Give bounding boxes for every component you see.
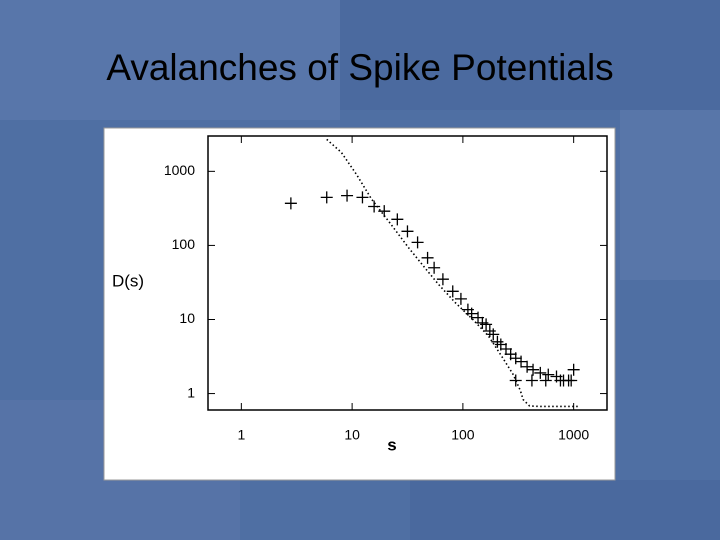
cross-marker — [428, 261, 441, 274]
x-tick-label: 100 — [451, 427, 475, 443]
x-axis-label: s — [387, 435, 396, 454]
cross-marker — [527, 363, 540, 376]
cross-marker — [421, 251, 434, 264]
cross-marker — [515, 355, 528, 368]
slide-title: Avalanches of Spike Potentials — [106, 47, 613, 88]
bg-tile — [620, 110, 720, 280]
y-tick-label: 1000 — [164, 162, 195, 178]
cross-marker — [542, 368, 555, 381]
cross-marker — [521, 360, 534, 373]
cross-marker — [320, 191, 333, 204]
cross-marker — [284, 197, 297, 210]
y-axis-label: D(s) — [112, 271, 144, 290]
cross-marker — [378, 205, 391, 218]
y-tick-label: 100 — [172, 236, 196, 252]
bg-tile — [410, 480, 720, 540]
cross-marker — [391, 213, 404, 226]
cross-marker — [446, 285, 459, 298]
cross-marker — [480, 318, 493, 331]
y-tick-label: 1 — [187, 384, 195, 400]
plot: 1 10 100 1000 1 10 100 1000 — [164, 136, 607, 443]
cross-marker — [454, 292, 467, 305]
cross-marker — [401, 225, 414, 238]
cross-marker — [554, 374, 567, 387]
cross-marker — [487, 328, 500, 341]
bg-tile — [0, 0, 340, 120]
chart-panel — [103, 127, 616, 481]
y-tick-label: 10 — [179, 310, 195, 326]
cross-marker — [509, 374, 522, 387]
cross-marker — [341, 189, 354, 202]
cross-marker — [567, 363, 580, 376]
bg-tile — [340, 0, 720, 110]
cross-marker — [499, 342, 512, 355]
cross-marker — [411, 236, 424, 249]
cross-marker — [436, 273, 449, 286]
model-curve — [326, 138, 579, 408]
cross-marker — [534, 366, 547, 379]
cross-marker — [565, 374, 578, 387]
x-tick-label: 1 — [237, 427, 245, 443]
cross-marker — [356, 191, 369, 204]
x-tick-label: 10 — [344, 427, 360, 443]
cross-marker — [539, 374, 552, 387]
cross-marker — [525, 374, 538, 387]
x-tick-label: 1000 — [558, 427, 589, 443]
plot-frame — [207, 135, 608, 411]
